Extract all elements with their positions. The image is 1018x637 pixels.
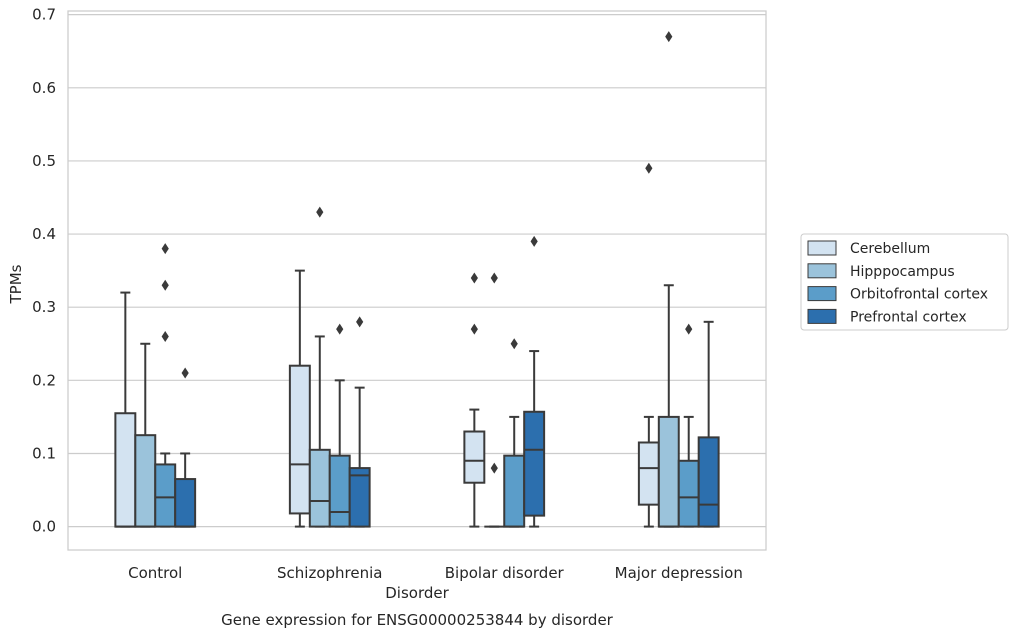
- outlier-point: [470, 323, 478, 335]
- box-iqr: [114, 412, 137, 528]
- box-orbitofrontal-cortex: [677, 323, 700, 528]
- y-tick-label: 0.5: [32, 152, 56, 170]
- chart-caption: Gene expression for ENSG00000253844 by d…: [221, 611, 614, 629]
- box-iqr: [697, 436, 720, 528]
- legend-label: Prefrontal cortex: [850, 309, 967, 325]
- outlier-point: [161, 279, 169, 291]
- box-iqr: [637, 441, 660, 506]
- y-tick-label: 0.7: [32, 6, 56, 24]
- box-iqr: [154, 463, 177, 528]
- box-hipppocampus: [308, 206, 331, 528]
- box-groups: [114, 31, 720, 528]
- box-iqr: [523, 410, 546, 517]
- box-prefrontal-cortex: [697, 320, 720, 528]
- y-tick-label: 0.0: [32, 518, 56, 536]
- box-cerebellum: [463, 272, 486, 528]
- legend-swatch: [807, 308, 837, 324]
- outlier-point: [530, 235, 538, 247]
- outlier-point: [490, 462, 498, 474]
- box-prefrontal-cortex: [348, 316, 371, 528]
- x-axis-title: Disorder: [385, 584, 449, 602]
- box-iqr: [503, 454, 526, 528]
- box-cerebellum: [288, 269, 311, 528]
- box-iqr: [134, 434, 157, 528]
- outlier-point: [356, 316, 364, 328]
- outlier-point: [161, 243, 169, 255]
- plot-frame: [67, 10, 767, 551]
- legend-swatch: [807, 263, 837, 279]
- box-iqr: [348, 467, 371, 528]
- outlier-point: [181, 367, 189, 379]
- box-hipppocampus: [134, 342, 157, 528]
- box-cerebellum: [114, 291, 137, 528]
- x-tick-label: Bipolar disorder: [445, 564, 565, 582]
- legend-swatch: [807, 286, 837, 302]
- legend-label: Hipppocampus: [850, 264, 955, 280]
- y-tick-label: 0.4: [32, 225, 56, 243]
- box-iqr: [288, 364, 311, 515]
- box-iqr: [677, 459, 700, 528]
- x-tick-label: Control: [128, 564, 182, 582]
- x-axis-ticks: Control Schizophrenia Bipolar disorder Majo…: [128, 564, 743, 582]
- y-tick-label: 0.6: [32, 79, 56, 97]
- outlier-point: [665, 31, 673, 43]
- y-tick-label: 0.2: [32, 371, 56, 389]
- box-prefrontal-cortex: [523, 235, 546, 528]
- y-tick-label: 0.3: [32, 298, 56, 316]
- box-iqr: [308, 448, 331, 528]
- box-iqr: [328, 454, 351, 528]
- outlier-point: [685, 323, 693, 335]
- outlier-point: [316, 206, 324, 218]
- outlier-point: [470, 272, 478, 284]
- outlier-point: [490, 272, 498, 284]
- x-tick-label: Schizophrenia: [277, 564, 382, 582]
- legend-frame: [800, 233, 1009, 331]
- outlier-point: [161, 330, 169, 342]
- legend-label: Cerebellum: [850, 241, 930, 257]
- box-iqr: [463, 430, 486, 484]
- box-iqr: [174, 478, 197, 528]
- legend-swatch: [807, 240, 837, 256]
- y-axis-title: TPMs: [7, 264, 25, 304]
- y-axis-ticks: 0.0 0.1 0.2 0.3 0.4 0.5 0.6 0.7: [32, 6, 56, 536]
- x-tick-label: Major depression: [615, 564, 743, 582]
- outlier-point: [510, 338, 518, 350]
- legend-label: Orbitofrontal cortex: [850, 287, 988, 303]
- y-tick-label: 0.1: [32, 444, 56, 462]
- outlier-point: [336, 323, 344, 335]
- legend: Cerebellum Hipppocampus Orbitofrontal cort…: [800, 233, 1009, 331]
- box-iqr: [657, 415, 680, 528]
- outlier-point: [645, 162, 653, 174]
- box-prefrontal-cortex: [174, 367, 197, 528]
- box-hipppocampus: [484, 272, 505, 528]
- box-orbitofrontal-cortex: [503, 338, 526, 528]
